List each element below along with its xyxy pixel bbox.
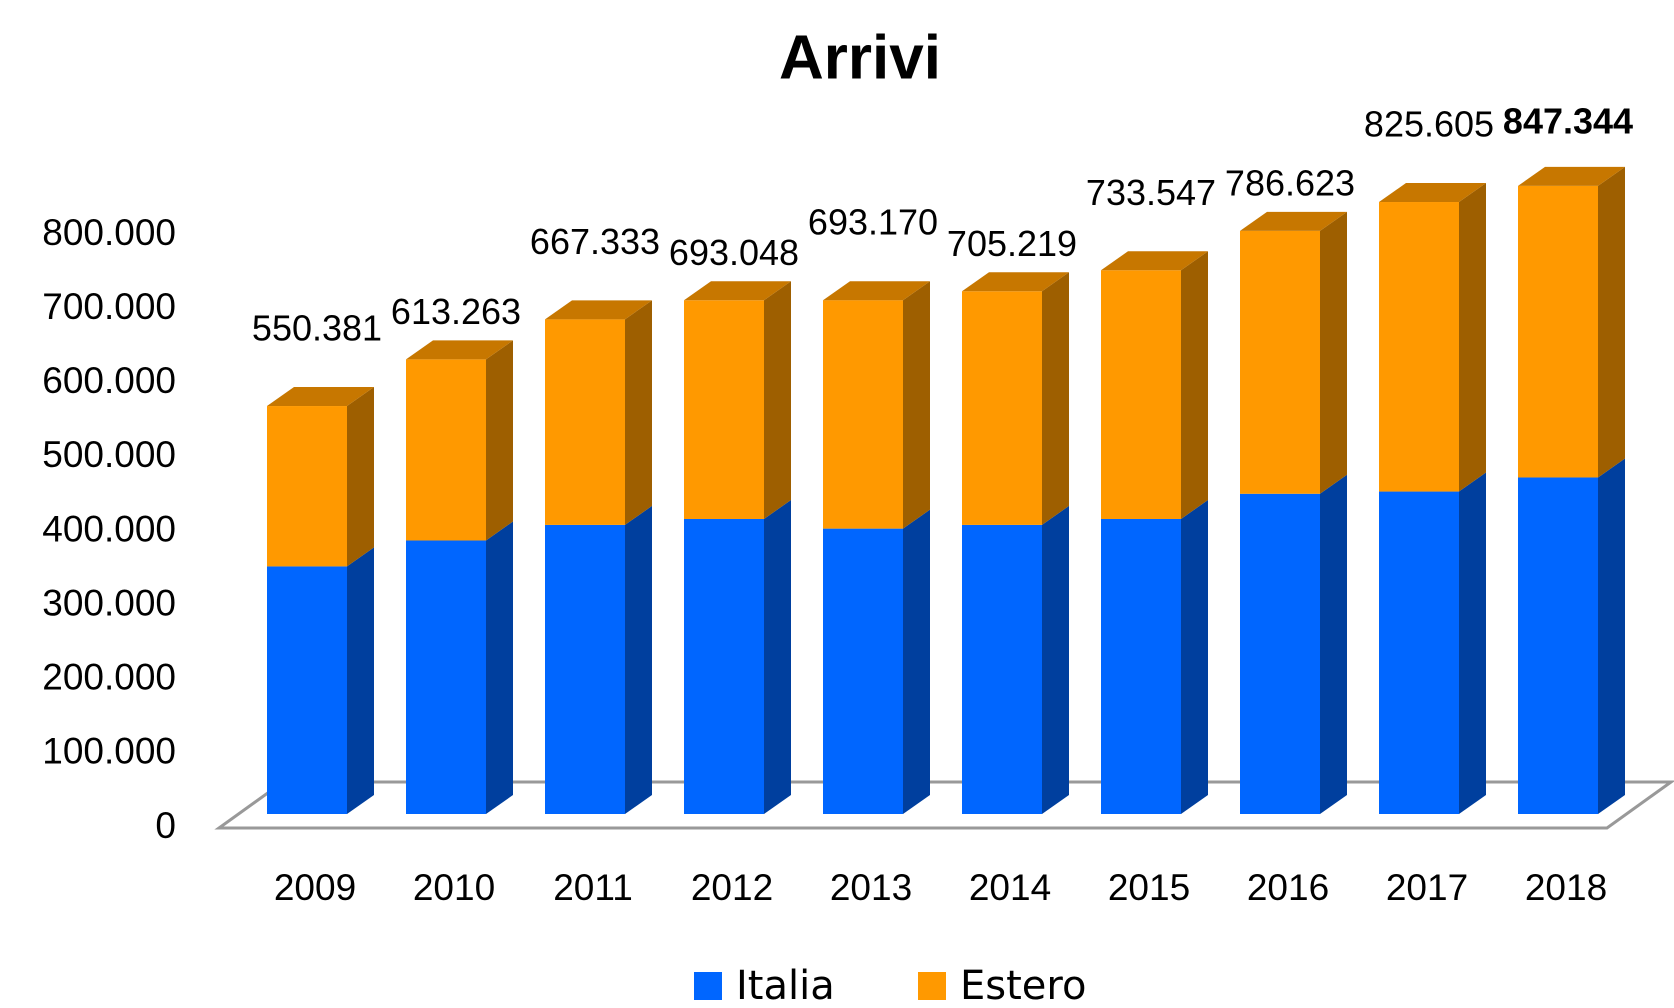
y-tick-label: 100.000 <box>42 731 176 772</box>
bar <box>1101 270 1181 519</box>
bar-side <box>486 340 513 541</box>
x-tick-label: 2012 <box>691 867 773 908</box>
x-tick-label: 2010 <box>413 867 495 908</box>
bar-top <box>962 272 1069 292</box>
legend-swatch <box>918 972 946 1000</box>
bar-side <box>1598 166 1625 478</box>
bar <box>1379 491 1459 814</box>
bar-side <box>1042 272 1069 525</box>
bar-side <box>347 387 374 567</box>
value-label: 786.623 <box>1225 162 1355 203</box>
x-tick-label: 2011 <box>553 867 633 908</box>
y-tick-label: 300.000 <box>42 582 176 623</box>
bar <box>823 300 903 529</box>
y-tick-label: 0 <box>155 805 176 846</box>
bar-top <box>406 340 513 360</box>
bar-side <box>1320 211 1347 494</box>
y-tick-label: 800.000 <box>42 212 176 253</box>
bar-side <box>1459 183 1486 492</box>
bar <box>406 540 486 814</box>
bar-side <box>347 547 374 814</box>
bar-top <box>684 281 791 301</box>
bar-top <box>1379 183 1486 203</box>
value-label: 613.263 <box>391 291 521 332</box>
bar-top <box>545 300 652 320</box>
bar <box>1518 185 1598 478</box>
x-tick-label: 2014 <box>969 867 1051 908</box>
bar-side <box>1598 458 1625 814</box>
bar <box>962 291 1042 525</box>
bar-side <box>764 281 791 519</box>
bar <box>684 518 764 814</box>
legend-label: Estero <box>960 963 1086 1008</box>
bar-top <box>267 387 374 407</box>
bar <box>1240 230 1320 494</box>
bar <box>684 300 764 519</box>
legend-label: Italia <box>736 963 835 1008</box>
bar-side <box>1042 505 1069 814</box>
legend-swatch <box>694 972 722 1000</box>
value-label: 667.333 <box>530 221 660 262</box>
bar-side <box>903 509 930 814</box>
chart-title: Arrivi <box>779 23 941 92</box>
value-label: 693.170 <box>808 202 938 243</box>
y-tick-label: 500.000 <box>42 434 176 475</box>
bar-top <box>1518 166 1625 186</box>
value-label: 550.381 <box>252 308 382 349</box>
bar <box>1379 202 1459 492</box>
x-tick-label: 2018 <box>1525 867 1607 908</box>
bar-side <box>1320 474 1347 814</box>
bar-top <box>1101 251 1208 271</box>
bar <box>823 528 903 814</box>
x-tick-label: 2016 <box>1247 867 1329 908</box>
y-tick-label: 200.000 <box>42 657 176 698</box>
bar-side <box>625 505 652 814</box>
x-tick-label: 2013 <box>830 867 912 908</box>
bar <box>962 524 1042 814</box>
bar-side <box>903 281 930 529</box>
bar-side <box>1459 472 1486 814</box>
bar-top <box>823 281 930 301</box>
bar-top <box>1240 211 1347 231</box>
value-label: 847.344 <box>1503 100 1633 141</box>
bar-side <box>625 300 652 525</box>
x-tick-label: 2015 <box>1108 867 1190 908</box>
bar-side <box>486 521 513 814</box>
y-tick-label: 700.000 <box>42 286 176 327</box>
bar <box>406 359 486 541</box>
value-label: 825.605 <box>1364 104 1494 145</box>
bar <box>267 406 347 567</box>
value-label: 733.547 <box>1086 172 1216 213</box>
y-tick-label: 600.000 <box>42 360 176 401</box>
bar-side <box>1181 499 1208 814</box>
value-label: 693.048 <box>669 232 799 273</box>
bar <box>545 319 625 525</box>
bar-side <box>1181 251 1208 519</box>
x-tick-label: 2009 <box>274 867 356 908</box>
value-label: 705.219 <box>947 223 1077 264</box>
y-tick-label: 400.000 <box>42 508 176 549</box>
bar-side <box>764 499 791 814</box>
bar <box>1518 477 1598 814</box>
bar <box>1240 493 1320 814</box>
bar <box>545 524 625 814</box>
bar <box>1101 518 1181 814</box>
bar <box>267 566 347 814</box>
x-tick-label: 2017 <box>1386 867 1468 908</box>
